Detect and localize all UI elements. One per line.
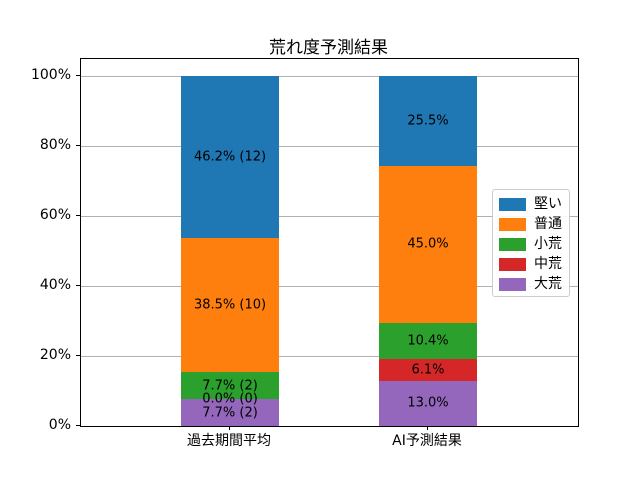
y-tick-label: 0% bbox=[48, 417, 71, 433]
segment-label: 25.5% bbox=[407, 113, 449, 129]
legend-label: 小荒 bbox=[534, 236, 562, 252]
x-tick-label: 過去期間平均 bbox=[187, 433, 271, 449]
y-gridline bbox=[81, 75, 578, 77]
segment-label: 7.7% (2) bbox=[202, 405, 258, 421]
y-tick-mark bbox=[76, 75, 80, 77]
x-tick-mark bbox=[427, 426, 428, 430]
y-tick-label: 40% bbox=[39, 277, 71, 294]
legend-entry: 中荒 bbox=[493, 254, 569, 274]
legend-entry: 堅い bbox=[493, 194, 569, 214]
segment-label: 13.0% bbox=[407, 395, 449, 411]
chart-title: 荒れ度予測結果 bbox=[269, 38, 388, 58]
y-tick-mark bbox=[76, 285, 80, 287]
y-tick-mark bbox=[76, 425, 80, 426]
segment-label: 10.4% bbox=[407, 333, 449, 349]
segment-label: 45.0% bbox=[407, 236, 449, 252]
bar-segment bbox=[379, 322, 477, 360]
bar-segment bbox=[379, 380, 477, 426]
segment-label: 38.5% (10) bbox=[193, 297, 267, 313]
legend-entry: 小荒 bbox=[493, 234, 569, 254]
segment-label: 7.7% (2) bbox=[202, 378, 258, 394]
y-tick-mark bbox=[76, 355, 80, 357]
y-tick-mark bbox=[76, 145, 80, 147]
segment-label: 0.0% (0) bbox=[202, 391, 258, 407]
segment-label: 46.2% (12) bbox=[193, 149, 267, 165]
legend-swatch-icon bbox=[499, 217, 526, 231]
bar-segment bbox=[181, 76, 279, 238]
bar-segment bbox=[379, 165, 477, 323]
y-tick-label: 60% bbox=[39, 207, 71, 224]
y-gridline bbox=[81, 355, 578, 357]
legend-swatch-icon bbox=[499, 277, 526, 291]
bar-segment bbox=[379, 359, 477, 381]
y-tick-label: 20% bbox=[39, 347, 71, 364]
legend-entry: 大荒 bbox=[493, 274, 569, 294]
legend-entry: 普通 bbox=[493, 214, 569, 234]
y-gridline bbox=[81, 285, 578, 287]
legend-swatch-icon bbox=[499, 197, 526, 211]
legend: 堅い普通小荒中荒大荒 bbox=[492, 189, 570, 297]
y-tick-label: 80% bbox=[39, 137, 71, 154]
bar-segment bbox=[181, 237, 279, 373]
bar-segment bbox=[379, 76, 477, 166]
legend-swatch-icon bbox=[499, 237, 526, 251]
legend-label: 堅い bbox=[534, 196, 562, 212]
x-tick-mark bbox=[229, 426, 230, 430]
legend-label: 大荒 bbox=[534, 276, 562, 292]
bar-segment bbox=[181, 399, 279, 426]
legend-swatch-icon bbox=[499, 257, 526, 271]
y-tick-mark bbox=[76, 215, 80, 217]
segment-label: 6.1% bbox=[411, 362, 445, 378]
y-gridline bbox=[81, 215, 578, 217]
legend-label: 中荒 bbox=[534, 256, 562, 272]
y-gridline bbox=[81, 145, 578, 147]
legend-label: 普通 bbox=[534, 216, 562, 232]
y-tick-label: 100% bbox=[30, 67, 71, 84]
x-tick-label: AI予測結果 bbox=[392, 433, 462, 449]
bar-segment bbox=[181, 372, 279, 400]
